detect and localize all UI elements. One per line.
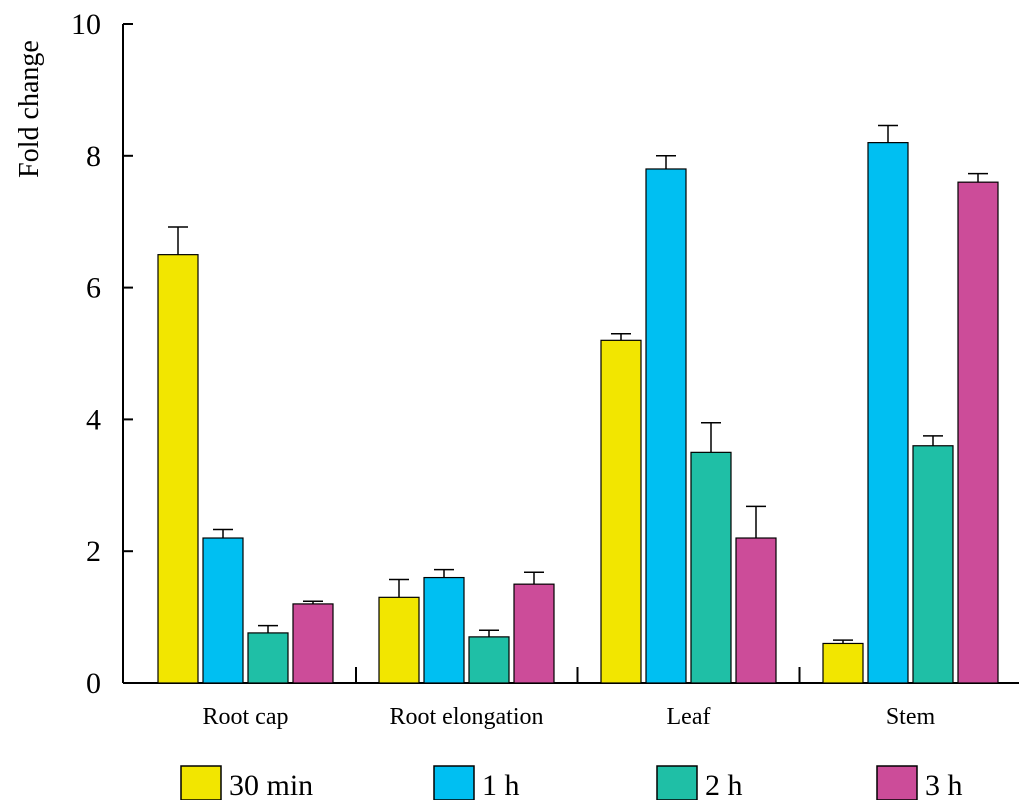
- legend-label: 1 h: [482, 769, 520, 800]
- y-ticks: 0 2 4 6 8 10: [71, 8, 133, 700]
- bar: [157, 254, 199, 684]
- legend-swatch: [180, 765, 222, 800]
- bars: [157, 124, 999, 684]
- category-label: Leaf: [667, 704, 711, 730]
- category-label: Stem: [886, 704, 936, 730]
- y-tick-label: 6: [86, 272, 101, 305]
- bar: [378, 596, 420, 684]
- bar: [645, 168, 687, 684]
- bar: [600, 339, 642, 684]
- bar: [867, 142, 909, 684]
- bar: [247, 632, 289, 684]
- bar: [957, 181, 999, 684]
- bar: [822, 642, 864, 684]
- category-label: Root cap: [203, 704, 289, 730]
- legend-swatch: [656, 765, 698, 800]
- category-labels: Root cap Root elongation Leaf Stem: [203, 704, 936, 730]
- category-ticks: [355, 667, 801, 683]
- bar: [468, 636, 510, 684]
- y-axis-label: Fold change: [14, 40, 45, 178]
- bar: [912, 445, 954, 684]
- legend-label: 3 h: [925, 769, 963, 800]
- y-tick-label: 2: [86, 535, 101, 568]
- legend-swatch: [876, 765, 918, 800]
- bar: [292, 603, 334, 684]
- bar: [423, 576, 465, 684]
- y-tick-label: 10: [71, 8, 101, 41]
- y-tick-label: 0: [86, 667, 101, 700]
- legend: 30 min 1 h 2 h 3 h: [180, 765, 963, 800]
- legend-label: 2 h: [705, 769, 743, 800]
- legend-label: 30 min: [229, 769, 313, 800]
- legend-swatch: [433, 765, 475, 800]
- bar: [202, 537, 244, 684]
- category-label: Root elongation: [390, 704, 544, 730]
- y-tick-label: 8: [86, 140, 101, 173]
- bar: [513, 583, 555, 684]
- y-tick-label: 4: [86, 403, 101, 436]
- bar: [690, 451, 732, 684]
- bar: [735, 537, 777, 684]
